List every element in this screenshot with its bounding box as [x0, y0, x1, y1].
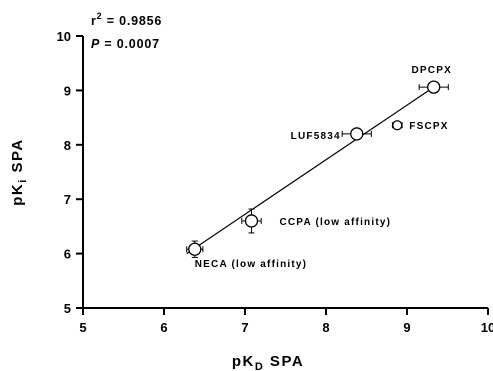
x-tick-label: 10 — [481, 320, 493, 335]
x-tick-label: 9 — [403, 320, 410, 335]
y-tick-label: 8 — [64, 138, 71, 153]
data-point — [427, 80, 441, 94]
r-squared-label: r2 = 0.9856 — [91, 11, 162, 28]
data-point — [392, 120, 403, 131]
y-tick-label: 9 — [64, 83, 71, 98]
y-tick-label: 6 — [64, 247, 71, 262]
y-tick-label: 5 — [64, 301, 71, 316]
point-label: CCPA (low affinity) — [279, 217, 391, 228]
x-tick-label: 8 — [322, 320, 329, 335]
y-tick-label: 7 — [64, 192, 71, 207]
point-label: DPCPX — [412, 65, 452, 76]
x-tick-label: 7 — [241, 320, 248, 335]
point-label: FSCPX — [409, 121, 448, 132]
point-label: LUF5834 — [291, 131, 341, 142]
x-tick-label: 6 — [160, 320, 167, 335]
regression-line — [186, 86, 435, 255]
p-value-label: P = 0.0007 — [91, 37, 160, 51]
x-tick-label: 5 — [79, 320, 86, 335]
y-axis-title: pKi SPA — [9, 138, 29, 205]
y-tick-label: 10 — [57, 29, 71, 44]
x-axis-title: pKD SPA — [232, 353, 304, 371]
data-point — [244, 214, 259, 228]
data-point — [188, 242, 202, 256]
point-label: NECA (low affinity) — [195, 259, 307, 270]
data-point — [350, 127, 364, 141]
